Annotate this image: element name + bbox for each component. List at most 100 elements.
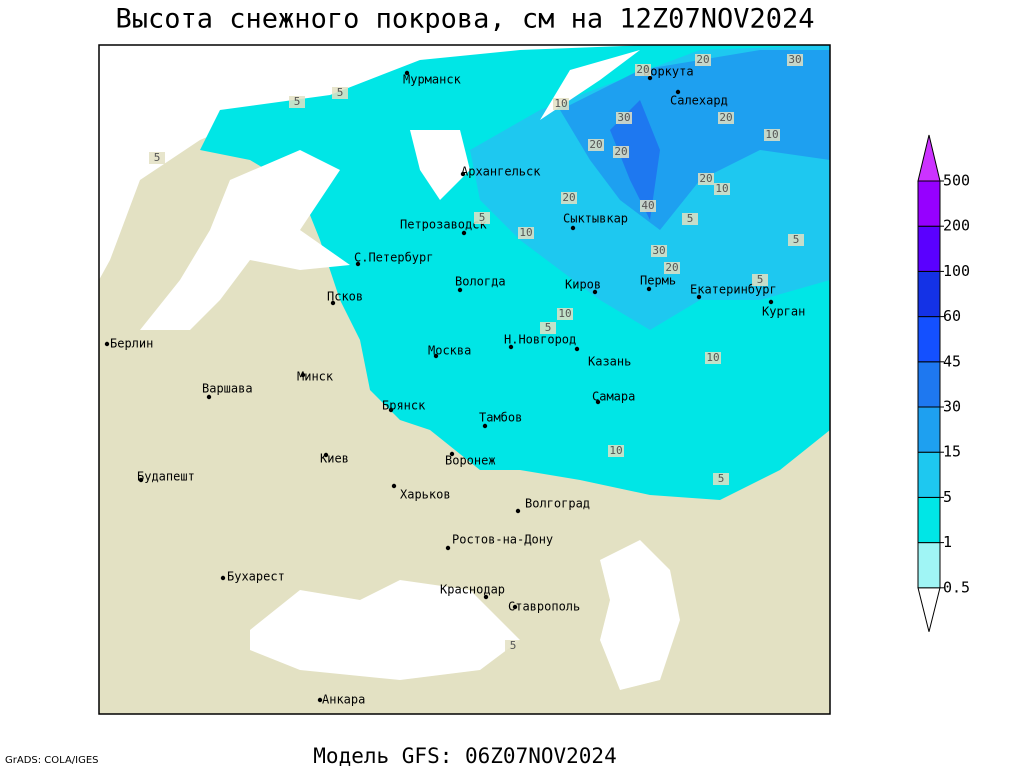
- contour-label: 30: [788, 53, 801, 66]
- legend-label: 1: [943, 533, 952, 551]
- contour-label-box: [557, 308, 573, 320]
- city-dot: [768, 299, 774, 305]
- legend-band: [917, 406, 941, 453]
- legend-band: [917, 180, 941, 227]
- city-dot: [388, 407, 394, 413]
- city-label: Курган: [762, 305, 805, 319]
- contour-label-box: [752, 274, 768, 286]
- city-dot: [647, 75, 653, 81]
- city-dot: [300, 372, 306, 378]
- city-dot: [104, 341, 110, 347]
- footer: Модель GFS: 06Z07NOV2024: [313, 744, 616, 768]
- contour-label-box: [635, 64, 651, 76]
- city-label: Минск: [297, 370, 334, 384]
- contour-label: 10: [765, 128, 778, 141]
- contour-label: 20: [719, 111, 732, 124]
- contour-label: 10: [715, 182, 728, 195]
- credit: GrADS: COLA/IGES: [5, 755, 99, 766]
- city-dot: [592, 289, 598, 295]
- contour-label: 5: [718, 472, 725, 485]
- city-dot: [391, 483, 397, 489]
- city-label: Будапешт: [137, 470, 195, 484]
- city-dot: [457, 287, 463, 293]
- contour-label-box: [332, 87, 348, 99]
- city-dot: [483, 594, 489, 600]
- legend-band: [917, 270, 941, 318]
- contour-label-box: [474, 212, 490, 224]
- city-dot: [460, 171, 466, 177]
- city-dot: [404, 70, 410, 76]
- city-label: Тамбов: [479, 411, 522, 425]
- city-dot: [570, 225, 576, 231]
- city-label: Краснодар: [440, 583, 505, 597]
- contour-label-box: [540, 322, 556, 334]
- contour-label-box: [289, 96, 305, 108]
- title: Высота снежного покрова, см на 12Z07NOV2…: [116, 4, 815, 35]
- city-dot: [355, 261, 361, 267]
- contour-label-box: [714, 183, 730, 195]
- contour-label: 5: [479, 211, 486, 224]
- city-label: Воркута: [643, 65, 694, 79]
- contour-label: 5: [793, 233, 800, 246]
- contour-label: 5: [757, 273, 764, 286]
- contour-label: 5: [510, 639, 517, 652]
- contour-label-box: [608, 445, 624, 457]
- city-label: Самара: [592, 390, 635, 404]
- contour-label: 30: [652, 244, 665, 257]
- city-dot: [449, 451, 455, 457]
- contour-label-box: [682, 213, 698, 225]
- contour-label: 20: [562, 191, 575, 204]
- contour-label-box: [788, 234, 804, 246]
- legend-arrow-high: [917, 134, 941, 182]
- city-dot: [433, 353, 439, 359]
- contour-label: 20: [614, 145, 627, 158]
- contour-label: 5: [154, 151, 161, 164]
- city-dot: [482, 423, 488, 429]
- contour-label: 20: [699, 172, 712, 185]
- contour-label-box: [705, 352, 721, 364]
- city-label: Берлин: [110, 337, 153, 351]
- contour-label: 20: [636, 63, 649, 76]
- contour-label: 5: [337, 86, 344, 99]
- legend-label: 45: [943, 352, 961, 370]
- contour-label-box: [698, 173, 714, 185]
- city-label: Мурманск: [403, 73, 462, 87]
- city-label: Киев: [320, 452, 349, 466]
- legend-arrow-low: [917, 587, 941, 632]
- city-dot: [317, 697, 323, 703]
- city-label: Анкара: [322, 693, 365, 707]
- city-dot: [138, 477, 144, 483]
- legend-label: 60: [943, 307, 961, 325]
- legend-band: [917, 225, 941, 272]
- contour-label-box: [713, 473, 729, 485]
- city-label: Казань: [588, 355, 631, 369]
- city-dot: [574, 346, 580, 352]
- contour-label-box: [764, 129, 780, 141]
- city-label: Архангельск: [461, 165, 541, 179]
- city-label: Вологда: [455, 275, 506, 289]
- contour-label: 10: [609, 444, 622, 457]
- contour-label-box: [553, 98, 569, 110]
- contour-label: 5: [687, 212, 694, 225]
- contour-label-box: [651, 245, 667, 257]
- city-layer: Мурманск Воркута Салехард Архангельск Петроз…: [104, 65, 805, 707]
- contour-label-box: [695, 54, 711, 66]
- city-label: Воронеж: [445, 454, 496, 468]
- city-dot: [696, 294, 702, 300]
- contour-label: 40: [641, 199, 654, 212]
- contour-label-box: [613, 146, 629, 158]
- contour-label: 20: [696, 53, 709, 66]
- contour-label-box: [787, 54, 803, 66]
- legend-band: [917, 496, 941, 544]
- contour-label: 30: [617, 111, 630, 124]
- legend-band: [917, 316, 941, 363]
- city-dot: [646, 286, 652, 292]
- city-dot: [323, 452, 329, 458]
- city-label: Волгоград: [525, 497, 590, 511]
- city-label: Москва: [428, 344, 471, 358]
- city-label: Пермь: [640, 274, 676, 288]
- legend-label: 500: [943, 172, 970, 190]
- map: [98, 44, 831, 715]
- contour-label-box: [588, 139, 604, 151]
